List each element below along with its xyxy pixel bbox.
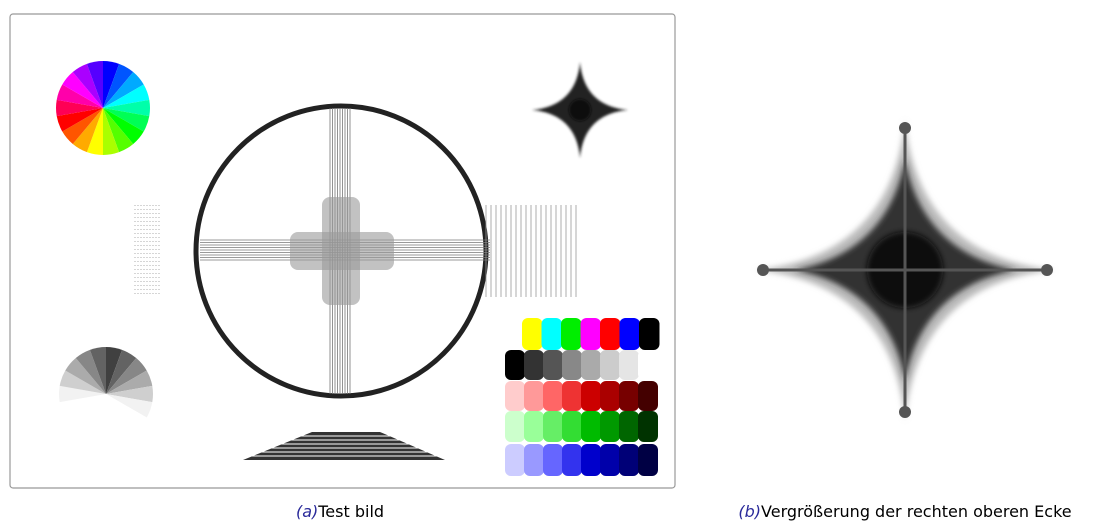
swatch bbox=[639, 318, 660, 350]
figure: (a)Test bild (b)Vergrößerung der rechten… bbox=[0, 0, 1104, 522]
swatch bbox=[562, 444, 582, 476]
color-swatches bbox=[505, 318, 660, 476]
swatch bbox=[543, 444, 563, 476]
swatch bbox=[619, 381, 639, 411]
swatch bbox=[524, 350, 544, 380]
swatch bbox=[638, 350, 658, 380]
swatch bbox=[562, 381, 582, 411]
swatch bbox=[543, 350, 563, 380]
swatch bbox=[562, 350, 582, 380]
swatch bbox=[619, 444, 639, 476]
swatch bbox=[505, 350, 525, 380]
swatch bbox=[505, 444, 525, 476]
swatch bbox=[581, 381, 601, 411]
gray-wheel bbox=[59, 347, 153, 441]
swatch bbox=[600, 381, 620, 411]
caption-b: (b)Vergrößerung der rechten oberen Ecke bbox=[738, 502, 1071, 521]
swatch bbox=[581, 444, 601, 476]
enlarged-star bbox=[755, 120, 1055, 420]
swatch bbox=[505, 411, 525, 442]
swatch bbox=[600, 318, 621, 350]
swatch bbox=[581, 350, 601, 380]
swatch bbox=[562, 411, 582, 442]
panel-label: (a) bbox=[296, 502, 318, 521]
swatch bbox=[505, 381, 525, 411]
swatch bbox=[581, 411, 601, 442]
panel-label: (b) bbox=[738, 502, 761, 521]
swatch bbox=[600, 350, 620, 380]
swatch bbox=[543, 381, 563, 411]
swatch bbox=[581, 318, 602, 350]
caption-a: (a)Test bild bbox=[296, 502, 384, 521]
swatch bbox=[561, 318, 582, 350]
swatch bbox=[542, 318, 563, 350]
swatch bbox=[524, 411, 544, 442]
swatch bbox=[638, 411, 658, 442]
swatch bbox=[524, 444, 544, 476]
caption-text: Vergrößerung der rechten oberen Ecke bbox=[761, 502, 1072, 521]
swatch bbox=[638, 381, 658, 411]
swatch bbox=[522, 318, 543, 350]
swatch bbox=[543, 411, 563, 442]
caption-text: Test bild bbox=[317, 502, 384, 521]
swatch bbox=[619, 411, 639, 442]
swatch bbox=[600, 411, 620, 442]
swatch bbox=[619, 350, 639, 380]
swatch bbox=[524, 381, 544, 411]
swatch bbox=[620, 318, 641, 350]
test-image bbox=[10, 14, 675, 488]
swatch bbox=[600, 444, 620, 476]
color-wheel bbox=[56, 61, 150, 155]
swatch bbox=[638, 444, 658, 476]
